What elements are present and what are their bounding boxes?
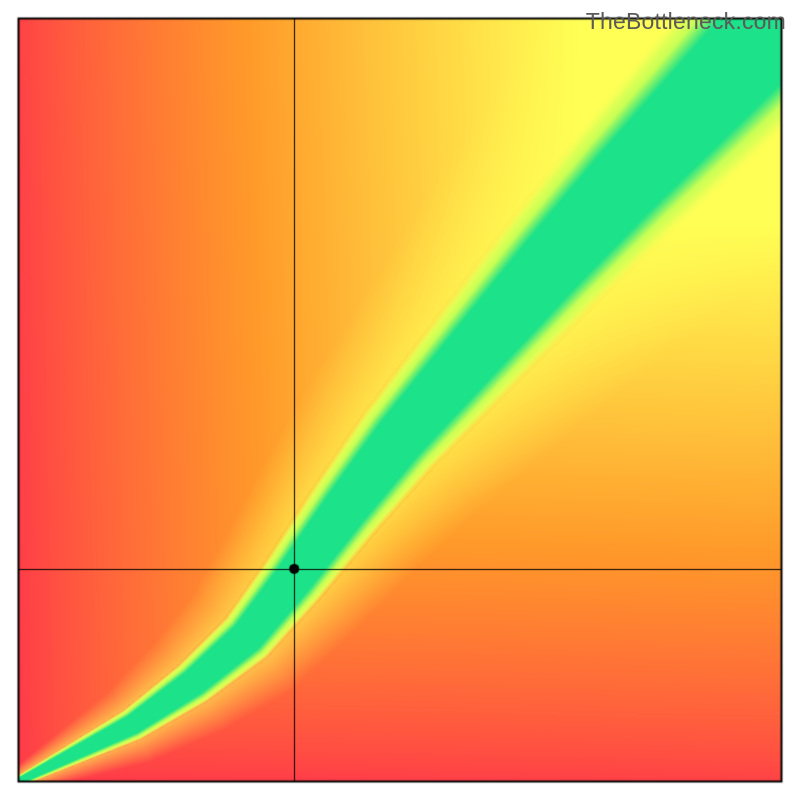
bottleneck-heatmap [0,0,800,800]
chart-container: TheBottleneck.com [0,0,800,800]
watermark-text: TheBottleneck.com [586,8,786,35]
